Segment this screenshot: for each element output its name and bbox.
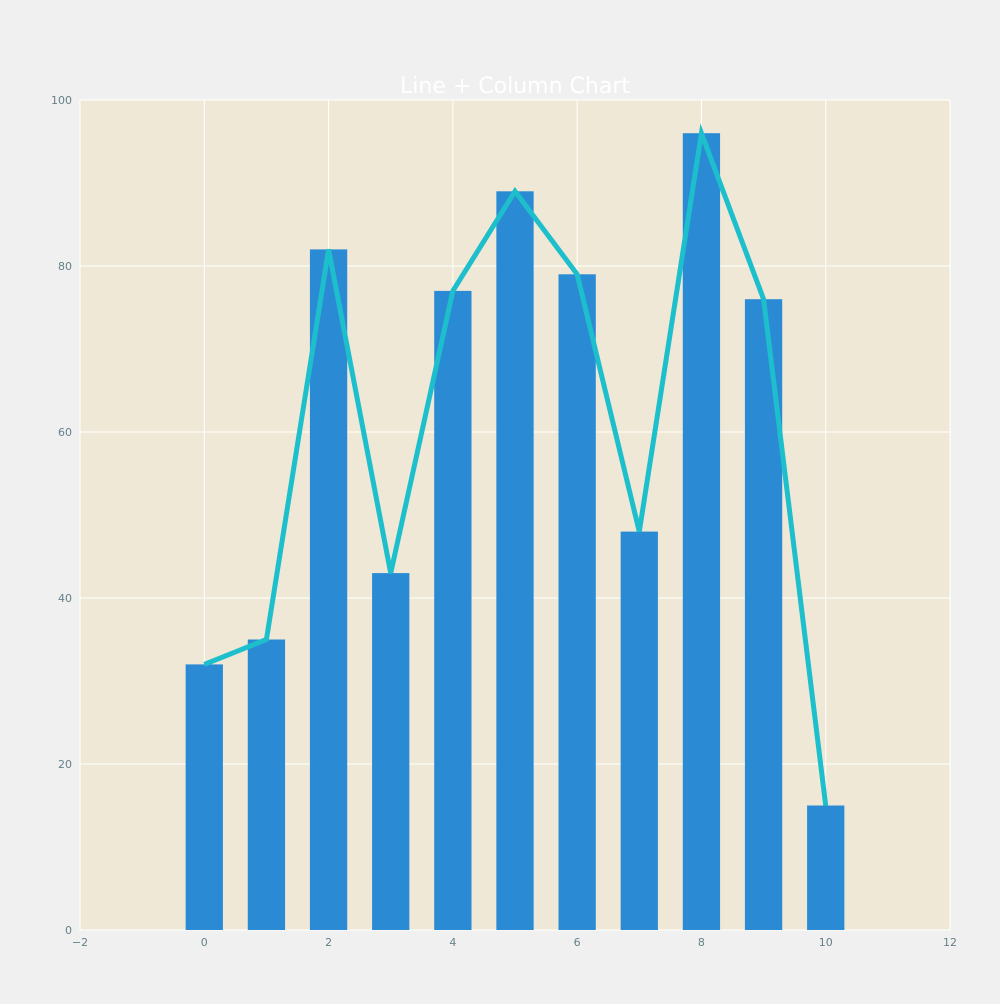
y-axis-ticks: 0 20 40 60 80 100 (51, 94, 72, 937)
x-tick-label: 6 (574, 936, 581, 949)
y-tick-label: 20 (58, 758, 72, 771)
x-tick-label: −2 (72, 936, 88, 949)
line-series (203, 123, 829, 806)
bar (682, 133, 721, 930)
x-tick-label: 8 (698, 936, 705, 949)
x-tick-label: 12 (943, 936, 957, 949)
x-tick-label: 2 (325, 936, 332, 949)
bar (372, 573, 410, 930)
y-tick-label: 80 (58, 260, 72, 273)
y-tick-label: 0 (65, 924, 72, 937)
x-axis-ticks: −2 0 2 4 6 8 10 12 (72, 936, 957, 949)
bar (807, 805, 845, 930)
bar-series (185, 133, 845, 931)
x-tick-label: 0 (201, 936, 208, 949)
bar (247, 639, 286, 930)
x-tick-label: 4 (449, 936, 456, 949)
x-tick-label: 10 (819, 936, 833, 949)
line-path (203, 123, 829, 806)
y-tick-label: 40 (58, 592, 72, 605)
bar (434, 290, 472, 930)
bar (496, 191, 534, 931)
bar (620, 531, 658, 930)
bar (558, 274, 596, 930)
chart-title: Line + Column Chart (400, 74, 630, 99)
bar (185, 664, 223, 930)
bar (309, 249, 348, 930)
y-tick-label: 60 (58, 426, 72, 439)
y-tick-label: 100 (51, 94, 72, 107)
